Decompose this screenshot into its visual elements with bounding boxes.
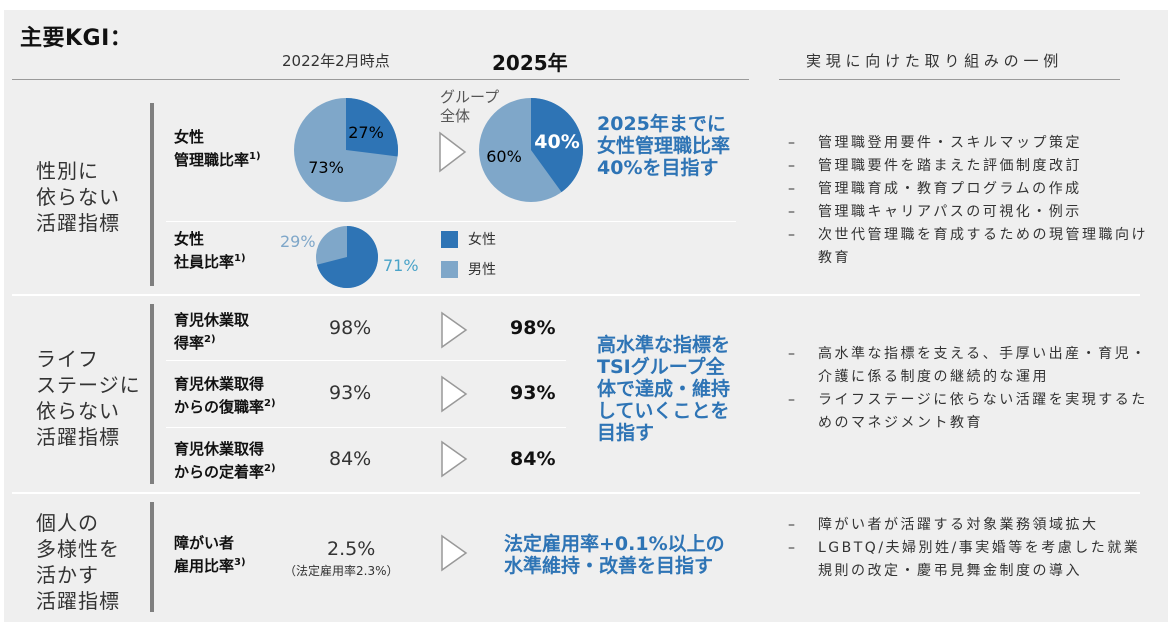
- metric-disability-employment-rate: 障がい者 雇用比率3): [174, 534, 246, 575]
- current-value-note: （法定雇用率2.3%）: [284, 564, 399, 578]
- arrow-icon: [439, 131, 467, 173]
- pie-label-female: 40%: [534, 131, 579, 153]
- list-item: – 障がい者が活躍する対象業務領域拡大: [788, 517, 1099, 533]
- group-label: グループ 全体: [440, 88, 500, 125]
- target-value: 98%: [510, 317, 556, 339]
- current-value: 2.5%: [327, 538, 376, 560]
- list-item: – LGBTQ/夫婦別姓/事実婚等を考慮した就業規則の改定・慶弔見舞金制度の導入: [788, 540, 1141, 579]
- pie-female-employee: [316, 226, 378, 288]
- arrow-icon: [441, 440, 468, 478]
- metric-childcare-leave-rate: 育児休業取 得率2): [174, 311, 250, 352]
- pie-slice-female: [531, 98, 583, 193]
- metric-female-employee-ratio: 女性 社員比率1): [174, 230, 246, 271]
- initiatives-list-gender: – 管理職登用要件・スキルマップ策定 – 管理職要件を踏まえた評価制度改訂 – 管理職…: [788, 132, 1152, 270]
- list-item: – 管理職登用要件・スキルマップ策定: [788, 135, 1082, 151]
- section-bar-2: [150, 304, 154, 484]
- initiatives-list-diversity: – 障がい者が活躍する対象業務領域拡大 – LGBTQ/夫婦別姓/事実婚等を考慮した…: [788, 514, 1152, 583]
- target-value: 84%: [510, 448, 556, 470]
- section-separator-2: [12, 492, 1140, 494]
- legend-swatch-female: [441, 230, 458, 248]
- target-statement-life-stage: 高水準な指標を TSIグループ全 体で達成・維持 していくことを 目指す: [597, 334, 731, 444]
- target-value: 93%: [510, 382, 556, 404]
- pie-label-female: 27%: [348, 123, 384, 142]
- arrow-icon: [441, 311, 468, 349]
- legend-swatch-male: [441, 260, 458, 278]
- target-statement-diversity: 法定雇用率+0.1%以上の 水準維持・改善を目指す: [504, 533, 725, 577]
- pie-female-manager-target: 40% 60%: [479, 98, 583, 202]
- row-separator: [166, 360, 566, 361]
- page-title: 主要KGI：: [20, 26, 133, 51]
- category-gender: 性別に 依らない 活躍指標: [36, 159, 120, 235]
- pie-label-male: 73%: [308, 158, 344, 177]
- legend-item-female: 女性: [441, 229, 496, 249]
- content-panel: [4, 10, 1168, 622]
- section-bar-3: [150, 502, 154, 612]
- pie-label-male-employee: 29%: [280, 232, 316, 251]
- header-divider-right: [779, 79, 1120, 80]
- list-item: – 管理職要件を踏まえた評価制度改訂: [788, 158, 1082, 174]
- section-separator-1: [12, 294, 1140, 296]
- current-value: 98%: [329, 317, 372, 339]
- target-column-header: 2025年: [492, 51, 568, 75]
- arrow-icon: [441, 375, 468, 413]
- target-statement-gender: 2025年までに 女性管理職比率 40%を目指す: [597, 113, 731, 179]
- current-value: 93%: [329, 382, 372, 404]
- category-life-stage: ライフ ステージに 依らない 活躍指標: [36, 347, 141, 449]
- current-column-header: 2022年2月時点: [282, 52, 390, 70]
- pie-slice-female: [316, 226, 378, 288]
- initiatives-column-header: 実 現 に 向 け た 取 り 組 み の 一 例: [806, 52, 1059, 70]
- header-divider-left: [12, 79, 749, 80]
- list-item: – ライフステージに依らない活躍を実現するためのマネジメント教育: [788, 392, 1148, 431]
- pie-label-male: 60%: [486, 147, 522, 166]
- list-item: – 管理職キャリアパスの可視化・例示: [788, 204, 1082, 220]
- pie-female-manager-current: 27% 73%: [294, 98, 398, 202]
- legend: 女性 男性: [441, 229, 496, 279]
- list-item: – 次世代管理職を育成するための現管理職向け教育: [788, 227, 1148, 266]
- pie-label-female-employee: 71%: [383, 256, 419, 275]
- metric-return-rate: 育児休業取得 からの復職率2): [174, 375, 276, 416]
- pie-slice-female: [346, 98, 398, 157]
- list-item: – 高水準な指標を支える、手厚い出産・育児・介護に係る制度の継続的な運用: [788, 346, 1148, 385]
- section-bar-1: [150, 103, 154, 286]
- row-separator: [166, 221, 736, 222]
- legend-item-male: 男性: [441, 259, 496, 279]
- initiatives-list-life-stage: – 高水準な指標を支える、手厚い出産・育児・介護に係る制度の継続的な運用 – ライフ…: [788, 343, 1152, 435]
- list-item: – 管理職育成・教育プログラムの作成: [788, 181, 1082, 197]
- row-separator: [166, 427, 566, 428]
- current-value: 84%: [329, 448, 372, 470]
- arrow-icon: [441, 534, 468, 572]
- metric-female-manager-ratio: 女性 管理職比率1): [174, 128, 261, 169]
- category-diversity: 個人の 多様性を 活かす 活躍指標: [36, 511, 120, 613]
- metric-retention-rate: 育児休業取得 からの定着率2): [174, 440, 276, 481]
